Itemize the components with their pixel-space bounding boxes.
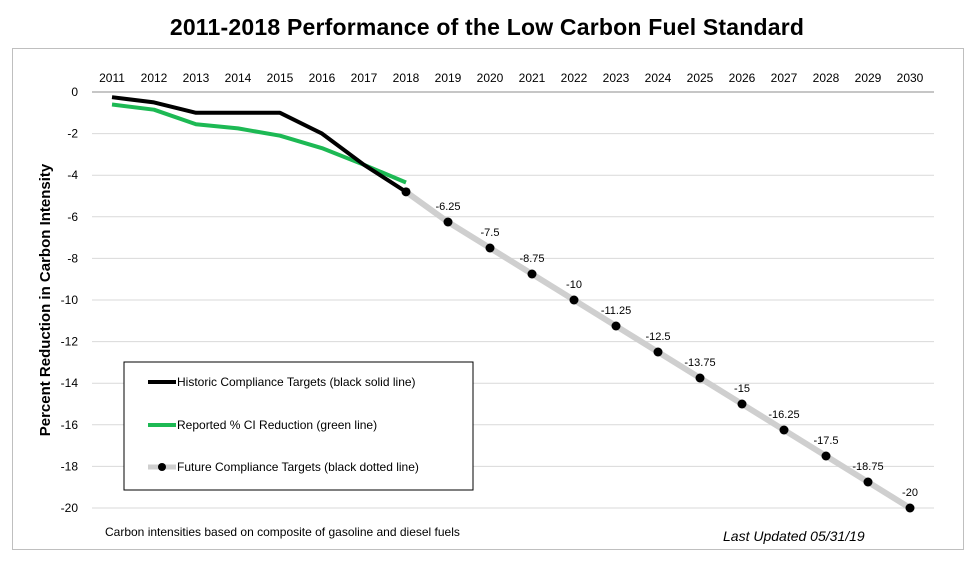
x-tick-label: 2029	[855, 71, 882, 85]
data-point-future	[863, 477, 873, 487]
y-tick-label: -18	[61, 459, 79, 473]
data-point-future	[905, 503, 915, 513]
y-tick-label: -6	[67, 210, 78, 224]
x-tick-label: 2017	[351, 71, 378, 85]
x-tick-label: 2030	[897, 71, 924, 85]
y-tick-label: -16	[61, 418, 79, 432]
x-tick-label: 2013	[183, 71, 210, 85]
y-tick-label: -8	[67, 251, 78, 265]
legend-label-reported: Reported % CI Reduction (green line)	[177, 418, 377, 432]
x-tick-label: 2020	[477, 71, 504, 85]
data-point-future	[401, 187, 411, 197]
data-label: -7.5	[481, 227, 500, 239]
data-labels: -6.25 -7.5 -8.75 -10 -11.25 -12.5 -13.75 -15 -16…	[435, 201, 917, 499]
x-tick-label: 2018	[393, 71, 420, 85]
legend-label-historic: Historic Compliance Targets (black solid…	[177, 375, 416, 389]
x-tick-label: 2026	[729, 71, 756, 85]
x-tick-label: 2025	[687, 71, 714, 85]
y-tick-label: -20	[61, 501, 79, 515]
x-tick-label: 2027	[771, 71, 798, 85]
legend-box	[123, 361, 474, 491]
series-line-historic	[111, 95, 408, 194]
x-tick-label: 2024	[645, 71, 672, 85]
chart-frame	[12, 48, 964, 550]
x-tick-label: 2019	[435, 71, 462, 85]
data-label: -20	[902, 487, 918, 499]
footnote: Carbon intensities based on composite of…	[105, 525, 460, 539]
data-label: -12.5	[645, 331, 670, 343]
x-tick-label: 2028	[813, 71, 840, 85]
y-tick-label: -12	[61, 335, 79, 349]
x-tick-labels: 2011 2012 2013 2014 2015 2016 2017 2018 2019 2020…	[99, 71, 924, 85]
data-label: -16.25	[768, 409, 799, 421]
x-tick-label: 2015	[267, 71, 294, 85]
data-label: -18.75	[852, 461, 883, 473]
x-tick-label: 2014	[225, 71, 252, 85]
data-point-future	[527, 269, 537, 279]
data-label: -17.5	[813, 435, 838, 447]
data-label: -10	[566, 279, 582, 291]
x-tick-label: 2011	[99, 71, 125, 85]
data-point-future	[695, 373, 705, 383]
data-point-future	[737, 399, 747, 409]
data-label: -6.25	[435, 201, 460, 213]
y-tick-label: -2	[67, 127, 78, 141]
y-tick-label: 0	[71, 85, 78, 99]
y-tick-label: -10	[61, 293, 79, 307]
series-line-reported	[111, 102, 407, 185]
legend: Historic Compliance Targets (black solid…	[123, 361, 474, 491]
y-tick-label: -4	[67, 168, 78, 182]
last-updated: Last Updated 05/31/19	[723, 528, 865, 544]
x-tick-label: 2022	[561, 71, 588, 85]
x-tick-label: 2021	[519, 71, 546, 85]
y-tick-labels: 0 -2 -4 -6 -8 -10 -12 -14 -16 -18 -20	[61, 85, 79, 515]
data-point-future	[653, 347, 663, 357]
data-point-future	[821, 451, 831, 461]
series-markers	[401, 187, 915, 513]
x-tick-label: 2023	[603, 71, 630, 85]
data-label: -15	[734, 383, 750, 395]
data-point-future	[485, 243, 495, 253]
data-label: -8.75	[519, 253, 544, 265]
data-point-future	[779, 425, 789, 435]
data-point-future	[569, 295, 579, 305]
data-point-future	[611, 321, 621, 331]
legend-label-future: Future Compliance Targets (black dotted …	[177, 460, 419, 474]
x-tick-label: 2012	[141, 71, 168, 85]
data-label: -13.75	[684, 357, 715, 369]
y-axis-label: Percent Reduction in Carbon Intensity	[37, 163, 54, 436]
data-point-future	[443, 217, 453, 227]
y-tick-label: -14	[61, 376, 79, 390]
x-tick-label: 2016	[309, 71, 336, 85]
data-label: -11.25	[601, 305, 631, 317]
chart-title: 2011-2018 Performance of the Low Carbon …	[169, 14, 805, 40]
legend-swatch-future-marker	[158, 463, 166, 471]
